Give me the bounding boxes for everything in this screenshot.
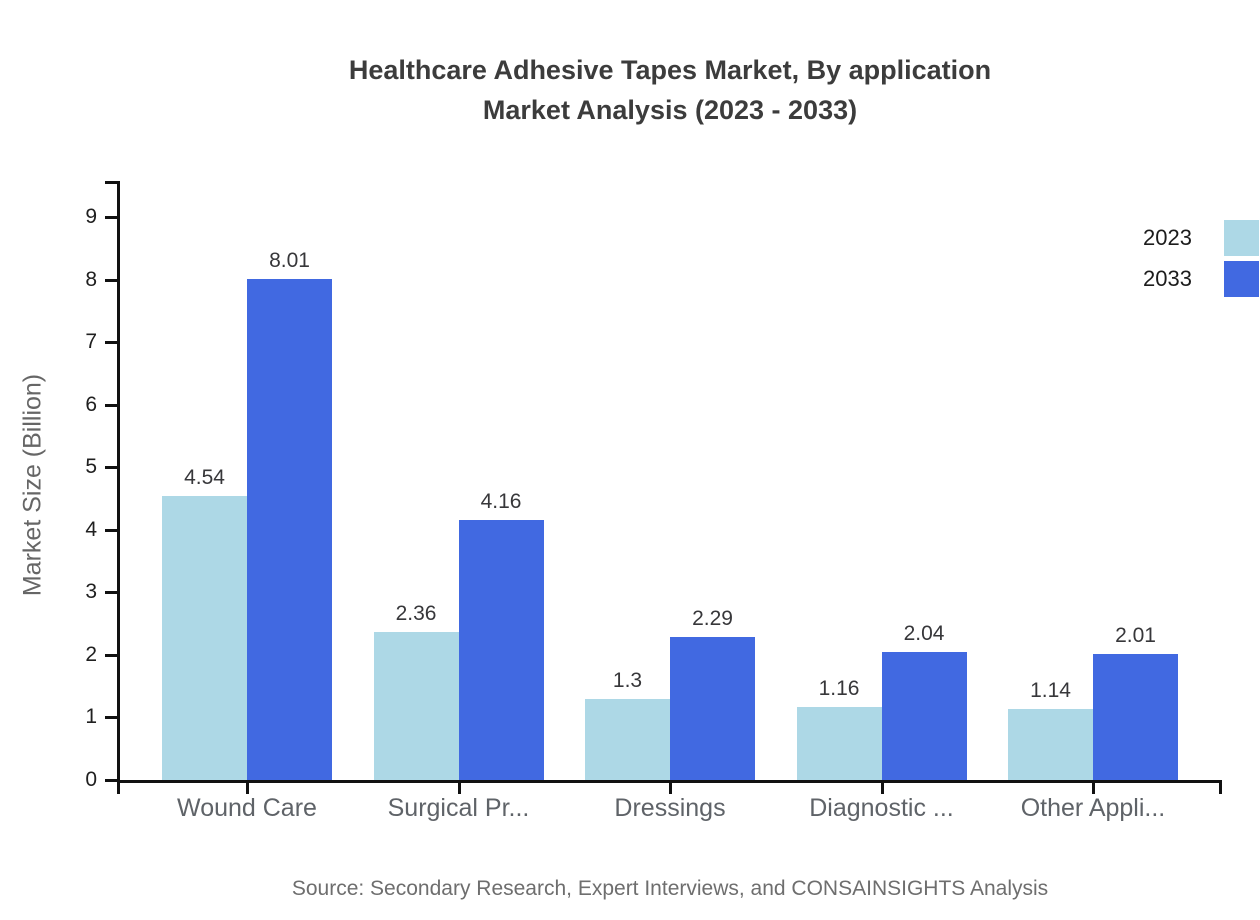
bar-2033-diagnostic [881, 652, 967, 780]
category-label-wound-care: Wound Care [177, 794, 317, 822]
x-tick [457, 783, 461, 794]
y-tick [105, 466, 117, 470]
value-label-2033-diagnostic: 2.04 [903, 622, 945, 646]
bar-2023-surgical-pr [373, 632, 459, 780]
legend-swatch-2033 [1224, 261, 1259, 297]
y-tick [105, 278, 117, 282]
value-label-2023-other-appli: 1.14 [1030, 678, 1071, 702]
y-tick [105, 716, 117, 720]
bar-2033-dressings [670, 636, 755, 780]
legend-swatch-2023 [1224, 220, 1259, 256]
bar-2023-dressings [585, 698, 670, 780]
y-tick-label: 1 [85, 705, 97, 729]
y-tick-label: 4 [85, 517, 97, 541]
y-tick [105, 403, 117, 407]
category-label-diagnostic: Diagnostic ... [809, 794, 954, 822]
value-label-2023-dressings: 1.3 [612, 668, 643, 692]
y-tick [105, 779, 117, 782]
bar-2033-wound-care [247, 279, 332, 780]
y-tick-label: 3 [85, 580, 97, 604]
y-tick-label: 6 [85, 392, 97, 416]
legend: 2023 2033 [1143, 220, 1259, 297]
chart-subtitle: Market Analysis (2023 - 2033) [482, 95, 858, 125]
legend-item-2033: 2033 [1143, 261, 1259, 297]
y-tick-label: 2 [85, 642, 97, 666]
x-axis-line [117, 780, 1222, 783]
category-label-surgical-pr: Surgical Pr... [387, 794, 530, 822]
bar-2023-wound-care [162, 496, 247, 780]
y-tick [105, 216, 117, 220]
value-label-2033-other-appli: 2.01 [1115, 624, 1156, 648]
y-tick-label: 9 [85, 205, 97, 229]
y-axis-title: Market Size (Billion) [18, 373, 47, 597]
value-label-2023-wound-care: 4.54 [184, 466, 225, 490]
y-axis-line [117, 181, 120, 783]
bar-2023-other-appli [1008, 708, 1093, 780]
category-label-dressings: Dressings [614, 794, 726, 822]
y-tick-label: 0 [85, 768, 97, 791]
y-tick-label: 8 [85, 267, 97, 291]
y-tick [105, 528, 117, 532]
chart-title: Healthcare Adhesive Tapes Market, By app… [348, 55, 992, 85]
x-tick [669, 783, 672, 794]
x-axis-right-cap [1219, 783, 1222, 794]
value-label-2033-dressings: 2.29 [692, 606, 733, 630]
value-label-2023-diagnostic: 1.16 [818, 677, 860, 701]
bar-2033-surgical-pr [458, 519, 544, 780]
bar-2023-diagnostic [796, 707, 882, 780]
legend-label-2023: 2023 [1143, 225, 1192, 250]
y-tick [105, 591, 117, 595]
bar-2033-other-appli [1093, 654, 1178, 780]
legend-item-2023: 2023 [1143, 220, 1259, 256]
x-tick [246, 783, 249, 794]
value-label-2033-surgical-pr: 4.16 [480, 489, 522, 513]
value-label-2033-wound-care: 8.01 [269, 249, 310, 273]
value-label-2023-surgical-pr: 2.36 [395, 602, 437, 626]
x-tick [1092, 783, 1095, 794]
chart-title-block: Healthcare Adhesive Tapes Market, By app… [80, 50, 1260, 130]
y-tick [105, 653, 117, 657]
x-axis-left-cap [117, 783, 120, 794]
y-axis-top-cap [105, 181, 117, 184]
legend-label-2033: 2033 [1143, 266, 1192, 291]
source-note: Source: Secondary Research, Expert Inter… [291, 877, 1049, 900]
y-tick-label: 5 [85, 455, 97, 479]
y-tick-label: 7 [85, 330, 97, 354]
x-tick [880, 783, 884, 794]
y-tick [105, 341, 117, 345]
category-label-other-appli: Other Appli... [1020, 794, 1166, 822]
